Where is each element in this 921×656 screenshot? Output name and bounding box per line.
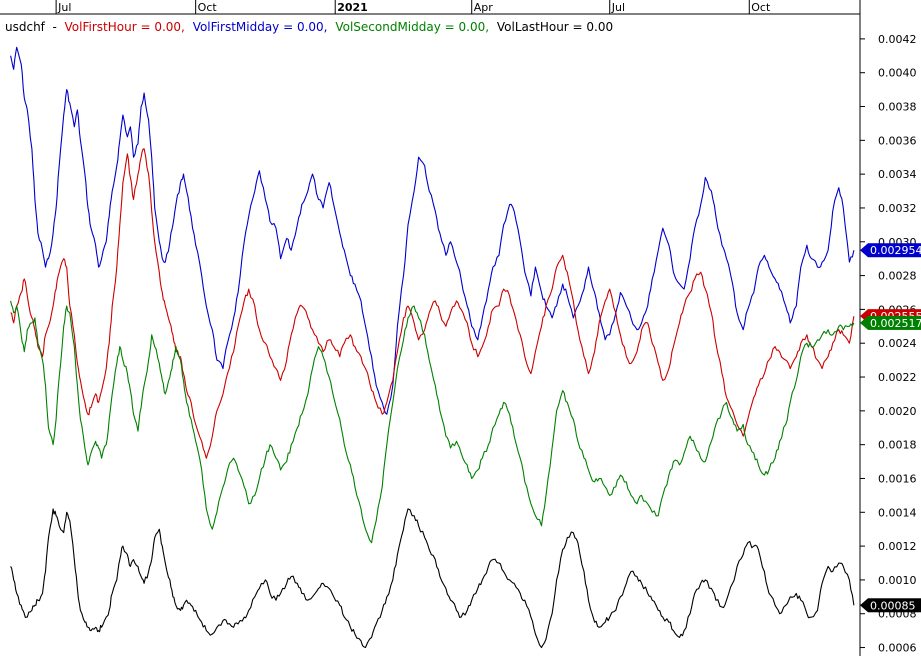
badge-pointer — [860, 315, 868, 330]
x-tick-label: 2021 — [337, 1, 368, 14]
y-tick-label: 0.0020 — [878, 405, 917, 418]
badge-label: 0.002517 — [870, 317, 921, 330]
legend-line: usdchf - VolFirstHour = 0.00, VolFirstMi… — [5, 20, 613, 34]
y-tick-label: 0.0042 — [878, 33, 917, 46]
y-tick-label: 0.0014 — [878, 506, 917, 519]
series-group — [10, 46, 855, 649]
y-tick-label: 0.0040 — [878, 67, 917, 80]
series-line-volfirstmidday[interactable] — [10, 46, 855, 415]
x-tick-label: Jul — [611, 1, 625, 14]
y-tick-label: 0.0038 — [878, 101, 917, 114]
legend-symbol: usdchf — [5, 20, 46, 34]
legend-item-vol-first-hour: VolFirstHour = 0.00, — [65, 20, 185, 34]
y-tick-label: 0.0006 — [878, 642, 917, 655]
series-line-vollasthour[interactable] — [10, 508, 855, 649]
x-tick-label: Oct — [751, 1, 771, 14]
value-badge-volfirstmidday: 0.002954 — [860, 243, 921, 258]
x-tick-label: Oct — [198, 1, 218, 14]
x-tick-label: Apr — [474, 1, 494, 14]
y-tick-label: 0.0036 — [878, 134, 917, 147]
value-badge-vollasthour: 0.00085 — [860, 598, 921, 613]
badge-label: 0.00085 — [870, 599, 916, 612]
y-tick-label: 0.0010 — [878, 574, 917, 587]
y-tick-label: 0.0018 — [878, 439, 917, 452]
x-axis: Jul Oct 2021 Apr Jul Oct — [0, 0, 860, 15]
y-tick-label: 0.0032 — [878, 202, 917, 215]
series-line-volsecondmidday[interactable] — [10, 300, 855, 544]
y-tick-label: 0.0034 — [878, 168, 917, 181]
badge-pointer — [860, 243, 868, 258]
badge-box — [868, 243, 921, 258]
badge-box — [868, 315, 921, 330]
legend-item-vol-last-hour: VolLastHour = 0.00 — [497, 20, 613, 34]
badge-pointer — [860, 598, 868, 613]
legend-item-vol-first-midday: VolFirstMidday = 0.00, — [193, 20, 328, 34]
x-tick-label: Jul — [57, 1, 71, 14]
y-tick-label: 0.0024 — [878, 337, 917, 350]
y-tick-label: 0.0016 — [878, 472, 917, 485]
series-line-volfirsthour[interactable] — [10, 148, 855, 459]
y-tick-label: 0.0022 — [878, 371, 917, 384]
y-tick-label: 0.0028 — [878, 270, 917, 283]
legend: usdchf - VolFirstHour = 0.00, VolFirstMi… — [5, 20, 613, 34]
y-tick-label: 0.0012 — [878, 540, 917, 553]
value-badge-volsecondmidday: 0.002517 — [860, 315, 921, 330]
legend-item-vol-second-midday: VolSecondMidday = 0.00, — [335, 20, 489, 34]
badge-label: 0.002954 — [870, 244, 921, 257]
badge-box — [868, 598, 921, 613]
y-axis: 0.0042 0.0040 0.0038 0.0036 0.0034 0.0032 0.00… — [859, 0, 917, 656]
legend-separator: - — [49, 20, 61, 34]
